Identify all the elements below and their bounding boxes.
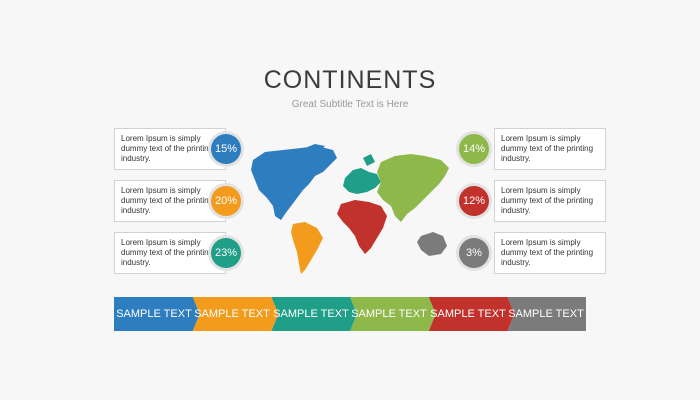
callout-box-1: Lorem Ipsum is simply dummy text of the … [114,128,226,170]
segment-label-2: SAMPLE TEXT [194,308,270,320]
percent-badge-4: 14% [459,134,489,164]
africa-region [337,200,387,254]
band-segment-3 [271,297,357,331]
percent-badge-3: 23% [211,238,241,268]
percent-badge-2: 20% [211,186,241,216]
page-title: CONTINENTS [263,66,437,94]
percent-badge-1: 15% [211,134,241,164]
callout-box-3: Lorem Ipsum is simply dummy text of the … [114,232,226,274]
callout-box-5: Lorem Ipsum is simply dummy text of the … [494,180,606,222]
segment-label-1: SAMPLE TEXT [116,308,192,320]
callout-text: Lorem Ipsum is simply dummy text of the … [121,134,214,163]
band-segment-4 [350,297,436,331]
south-america-region [291,222,323,274]
segment-label-5: SAMPLE TEXT [430,308,506,320]
segment-label-6: SAMPLE TEXT [508,308,584,320]
callout-box-4: Lorem Ipsum is simply dummy text of the … [494,128,606,170]
callout-text: Lorem Ipsum is simply dummy text of the … [501,186,594,215]
band-segment-1 [114,297,200,331]
callout-text: Lorem Ipsum is simply dummy text of the … [501,134,594,163]
australia-region [417,232,447,256]
world-map [251,144,449,274]
band-segment-6 [507,297,586,331]
band-segment-5 [428,297,515,331]
percent-badge-5: 12% [459,186,489,216]
callout-box-6: Lorem Ipsum is simply dummy text of the … [494,232,606,274]
callout-box-2: Lorem Ipsum is simply dummy text of the … [114,180,226,222]
page-subtitle: Great Subtitle Text is Here [291,99,409,110]
band-segments [114,297,586,331]
asia-region [377,154,449,222]
percent-badge-6: 3% [459,238,489,268]
sample-text-band: SAMPLE TEXT SAMPLE TEXT SAMPLE TEXT SAMP… [114,297,586,331]
band-segment-2 [192,297,279,331]
segment-label-4: SAMPLE TEXT [351,308,427,320]
segment-label-3: SAMPLE TEXT [273,308,349,320]
callout-text: Lorem Ipsum is simply dummy text of the … [121,186,214,215]
europe-region [343,154,381,194]
north-america-region [251,144,337,220]
callout-text: Lorem Ipsum is simply dummy text of the … [121,238,214,267]
callout-text: Lorem Ipsum is simply dummy text of the … [501,238,594,267]
